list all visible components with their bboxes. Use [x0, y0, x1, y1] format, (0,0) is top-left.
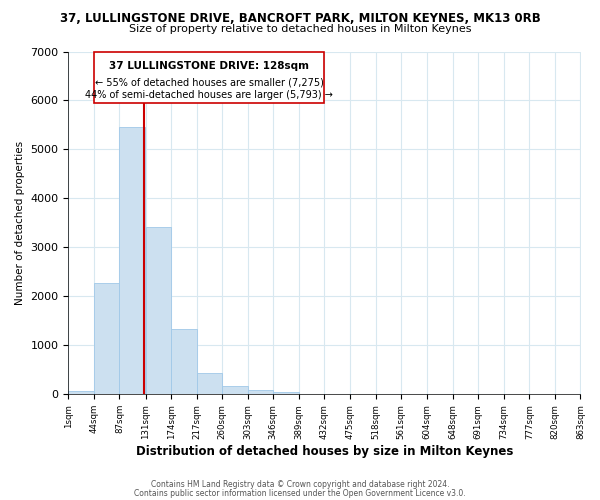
Bar [248, 390, 274, 394]
Bar [68, 392, 94, 394]
Text: Contains public sector information licensed under the Open Government Licence v3: Contains public sector information licen… [134, 488, 466, 498]
Bar [94, 283, 119, 395]
Text: 44% of semi-detached houses are larger (5,793) →: 44% of semi-detached houses are larger (… [85, 90, 333, 100]
Text: Contains HM Land Registry data © Crown copyright and database right 2024.: Contains HM Land Registry data © Crown c… [151, 480, 449, 489]
Text: Size of property relative to detached houses in Milton Keynes: Size of property relative to detached ho… [129, 24, 471, 34]
Text: 37, LULLINGSTONE DRIVE, BANCROFT PARK, MILTON KEYNES, MK13 0RB: 37, LULLINGSTONE DRIVE, BANCROFT PARK, M… [59, 12, 541, 26]
Bar [222, 386, 248, 394]
Text: ← 55% of detached houses are smaller (7,275): ← 55% of detached houses are smaller (7,… [95, 77, 323, 87]
X-axis label: Distribution of detached houses by size in Milton Keynes: Distribution of detached houses by size … [136, 444, 513, 458]
Bar [274, 392, 299, 394]
Bar [146, 227, 171, 394]
Bar [197, 373, 222, 394]
Y-axis label: Number of detached properties: Number of detached properties [15, 141, 25, 305]
Bar [171, 329, 197, 394]
Text: 37 LULLINGSTONE DRIVE: 128sqm: 37 LULLINGSTONE DRIVE: 128sqm [109, 61, 309, 71]
Bar [119, 127, 145, 394]
Bar [94, 52, 325, 103]
